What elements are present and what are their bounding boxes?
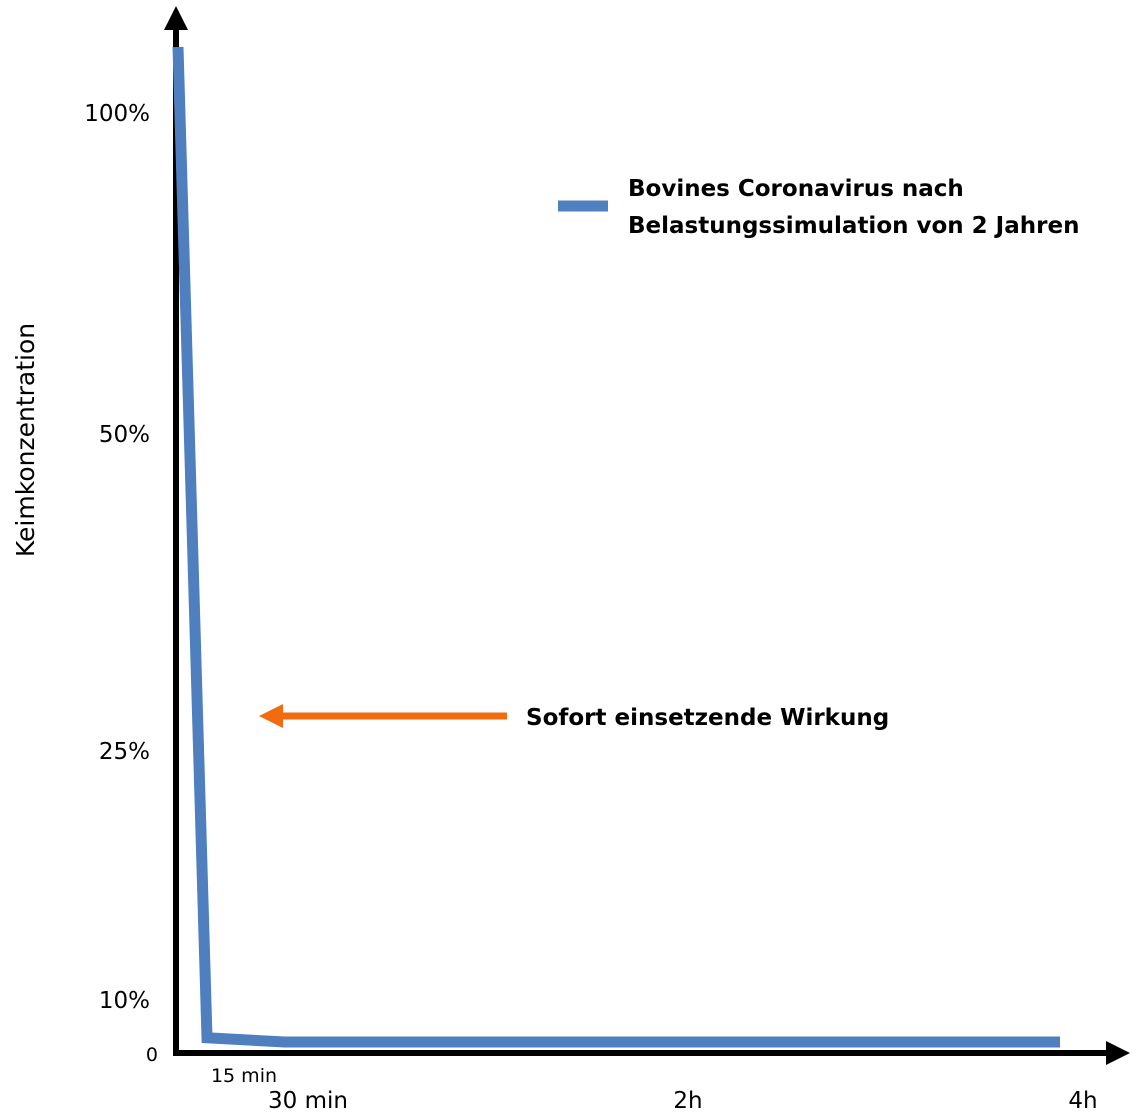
x-tick-label: 15 min [211, 1065, 277, 1087]
annotation-arrow-head [259, 704, 283, 728]
legend: Bovines Coronavirus nach Belastungssimul… [558, 176, 1079, 239]
x-axis-arrow [1106, 1041, 1130, 1065]
axes [164, 6, 1130, 1065]
y-tick-label: 0 [146, 1044, 158, 1066]
y-axis-arrow [164, 6, 188, 30]
y-tick-label: 50% [99, 422, 150, 448]
y-tick-label: 25% [99, 739, 150, 765]
y-tick-label: 10% [99, 988, 150, 1014]
legend-label-line1: Bovines Coronavirus nach [628, 176, 964, 202]
x-tick-label: 30 min [268, 1088, 348, 1114]
y-tick-label: 100% [84, 101, 150, 127]
annotation: Sofort einsetzende Wirkung [259, 704, 889, 731]
series-line [172, 46, 1060, 1048]
annotation-text: Sofort einsetzende Wirkung [526, 705, 889, 731]
x-tick-label: 2h [673, 1088, 702, 1114]
y-tick-labels: 100% 50% 25% 10% 0 [84, 101, 158, 1066]
legend-label-line2: Belastungssimulation von 2 Jahren [628, 213, 1079, 239]
x-tick-label: 4h [1068, 1088, 1097, 1114]
series-layer [172, 46, 1060, 1048]
y-axis-title: Keimkonzentration [11, 323, 40, 557]
